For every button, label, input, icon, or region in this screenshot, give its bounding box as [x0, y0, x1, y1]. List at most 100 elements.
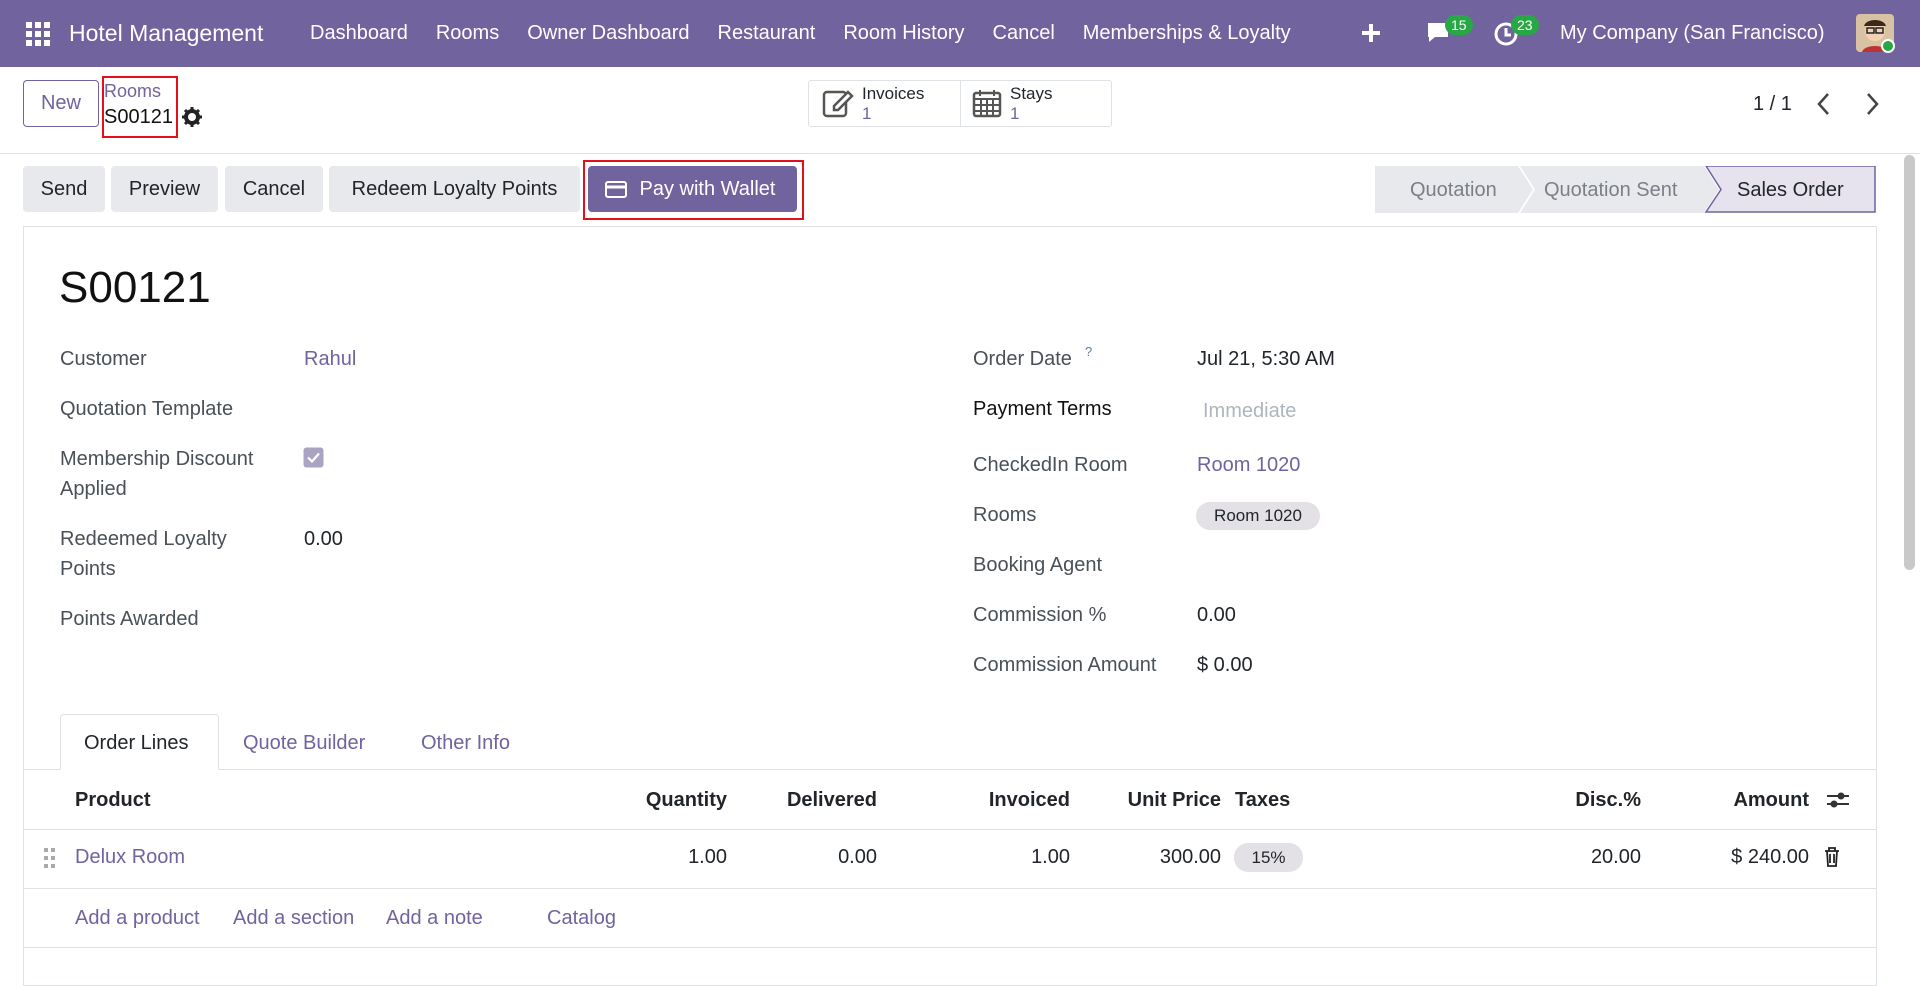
field-value[interactable]: Rahul	[304, 348, 357, 370]
row-line	[23, 829, 1877, 830]
form-sheet	[23, 226, 1877, 986]
cell-product[interactable]: Delux Room	[75, 846, 186, 868]
smart-button-value[interactable]: 1	[1010, 104, 1020, 123]
cell: 20.00	[1590, 846, 1641, 868]
action-button[interactable]: Cancel	[225, 166, 323, 212]
field-label: CheckedIn Room	[973, 454, 1128, 476]
cell: 0.00	[838, 846, 877, 868]
cell: 1.00	[1031, 846, 1070, 868]
checkbox[interactable]	[303, 447, 324, 468]
add-link[interactable]: Catalog	[547, 907, 616, 929]
tax-tag: 15%	[1234, 843, 1303, 872]
smart-button-label[interactable]: Stays	[1010, 84, 1053, 103]
field-label: Redeemed Loyalty Points	[60, 528, 227, 580]
smart-button-label[interactable]: Invoices	[862, 84, 925, 103]
column-header[interactable]: Amount	[1733, 789, 1809, 811]
calendar-icon	[972, 90, 1002, 118]
navbar: Hotel Management Dashboard Rooms Owner Das…	[0, 0, 1920, 67]
pager: 1 / 1	[1753, 93, 1792, 115]
menu-item[interactable]: Memberships & Loyalty	[1082, 22, 1291, 44]
add-link[interactable]: Add a note	[386, 907, 483, 929]
active-tab[interactable]	[60, 714, 219, 770]
tab-label[interactable]: Quote Builder	[243, 732, 366, 754]
highlight-box	[102, 76, 178, 138]
column-header[interactable]: Delivered	[786, 789, 877, 811]
column-header[interactable]: Quantity	[645, 789, 727, 811]
company-name[interactable]: My Company (San Francisco)	[1560, 22, 1825, 44]
field-label: Rooms	[973, 504, 1037, 526]
checkmark	[307, 452, 320, 464]
action-button[interactable]: Redeem Loyalty Points	[329, 166, 580, 212]
apps-icon[interactable]	[26, 22, 50, 46]
tab-label[interactable]: Other Info	[421, 732, 510, 754]
field-value: 0.00	[304, 528, 343, 550]
field-label: Payment Terms	[973, 398, 1112, 420]
action-button[interactable]: Send	[23, 166, 105, 212]
add-link[interactable]: Add a product	[75, 907, 200, 929]
field-label: Order Date	[973, 348, 1072, 370]
column-header[interactable]: Unit Price	[1127, 789, 1221, 811]
tab-line	[23, 769, 1877, 770]
pager-next[interactable]	[1864, 92, 1880, 116]
help-tooltip[interactable]: ?	[1085, 344, 1093, 359]
new-button[interactable]: New	[23, 80, 99, 127]
cell: $ 240.00	[1731, 846, 1809, 868]
optional-columns-icon[interactable]	[1826, 789, 1850, 811]
cell: 1.00	[688, 846, 727, 868]
status-label[interactable]: Quotation	[1410, 179, 1497, 201]
column-header[interactable]: Taxes	[1235, 789, 1291, 811]
status-step[interactable]	[1520, 166, 1719, 213]
divider	[0, 153, 1920, 154]
menu-item[interactable]: Owner Dashboard	[527, 22, 690, 44]
highlight-box	[583, 160, 804, 220]
menu-item[interactable]: Dashboard	[310, 22, 408, 44]
column-header[interactable]: Disc.%	[1575, 789, 1641, 811]
field-label: Quotation Template	[60, 398, 234, 420]
delete-icon[interactable]	[1824, 847, 1840, 867]
field-placeholder[interactable]: Immediate	[1203, 400, 1297, 422]
field-label: Commission %	[973, 604, 1107, 626]
form-title: S00121	[59, 263, 211, 312]
tag[interactable]: Room 1020	[1196, 502, 1320, 530]
menu-item[interactable]: Rooms	[435, 22, 500, 44]
pager-previous[interactable]	[1816, 92, 1832, 116]
column-header[interactable]: Product	[75, 789, 151, 811]
status-step-active[interactable]	[1704, 166, 1876, 213]
gear-icon[interactable]	[182, 107, 202, 127]
field-value: Jul 21, 5:30 AM	[1197, 348, 1335, 370]
menu-item[interactable]: Room History	[843, 22, 965, 44]
record-name: S00121	[104, 106, 173, 128]
field-label: Membership Discount Applied	[60, 448, 254, 500]
smart-button-value[interactable]: 1	[862, 104, 872, 123]
field-value: 0.00	[1197, 604, 1236, 626]
menu-item[interactable]: Cancel	[992, 22, 1055, 44]
status-label[interactable]: Sales Order	[1737, 179, 1844, 201]
row-line	[23, 947, 1877, 948]
breadcrumb[interactable]: Rooms	[104, 81, 162, 101]
drag-handle[interactable]	[44, 848, 56, 868]
action-button[interactable]: Preview	[111, 166, 218, 212]
card-icon	[605, 181, 627, 198]
field-value: $ 0.00	[1197, 654, 1253, 676]
activities-badge: 23	[1511, 15, 1539, 35]
tab-label[interactable]: Order Lines	[84, 732, 189, 754]
messages-badge: 15	[1445, 15, 1473, 35]
cell: 300.00	[1159, 846, 1221, 868]
separator	[960, 80, 961, 127]
field-label: Commission Amount	[973, 654, 1157, 676]
new-icon[interactable]	[1360, 22, 1382, 44]
menu-item[interactable]: Restaurant	[717, 22, 816, 44]
status-step[interactable]	[1375, 166, 1533, 213]
app-name[interactable]: Hotel Management	[69, 20, 264, 46]
invoice-icon	[822, 90, 854, 118]
field-label: Customer	[60, 348, 147, 370]
avatar[interactable]	[1856, 14, 1896, 54]
add-link[interactable]: Add a section	[233, 907, 355, 929]
column-header[interactable]: Invoiced	[988, 789, 1070, 811]
primary-button[interactable]: Pay with Wallet	[588, 166, 797, 212]
messages-icon[interactable]	[1425, 20, 1453, 46]
field-value[interactable]: Room 1020	[1197, 454, 1301, 476]
status-label[interactable]: Quotation Sent	[1544, 179, 1678, 201]
statusbar	[1375, 166, 1876, 213]
